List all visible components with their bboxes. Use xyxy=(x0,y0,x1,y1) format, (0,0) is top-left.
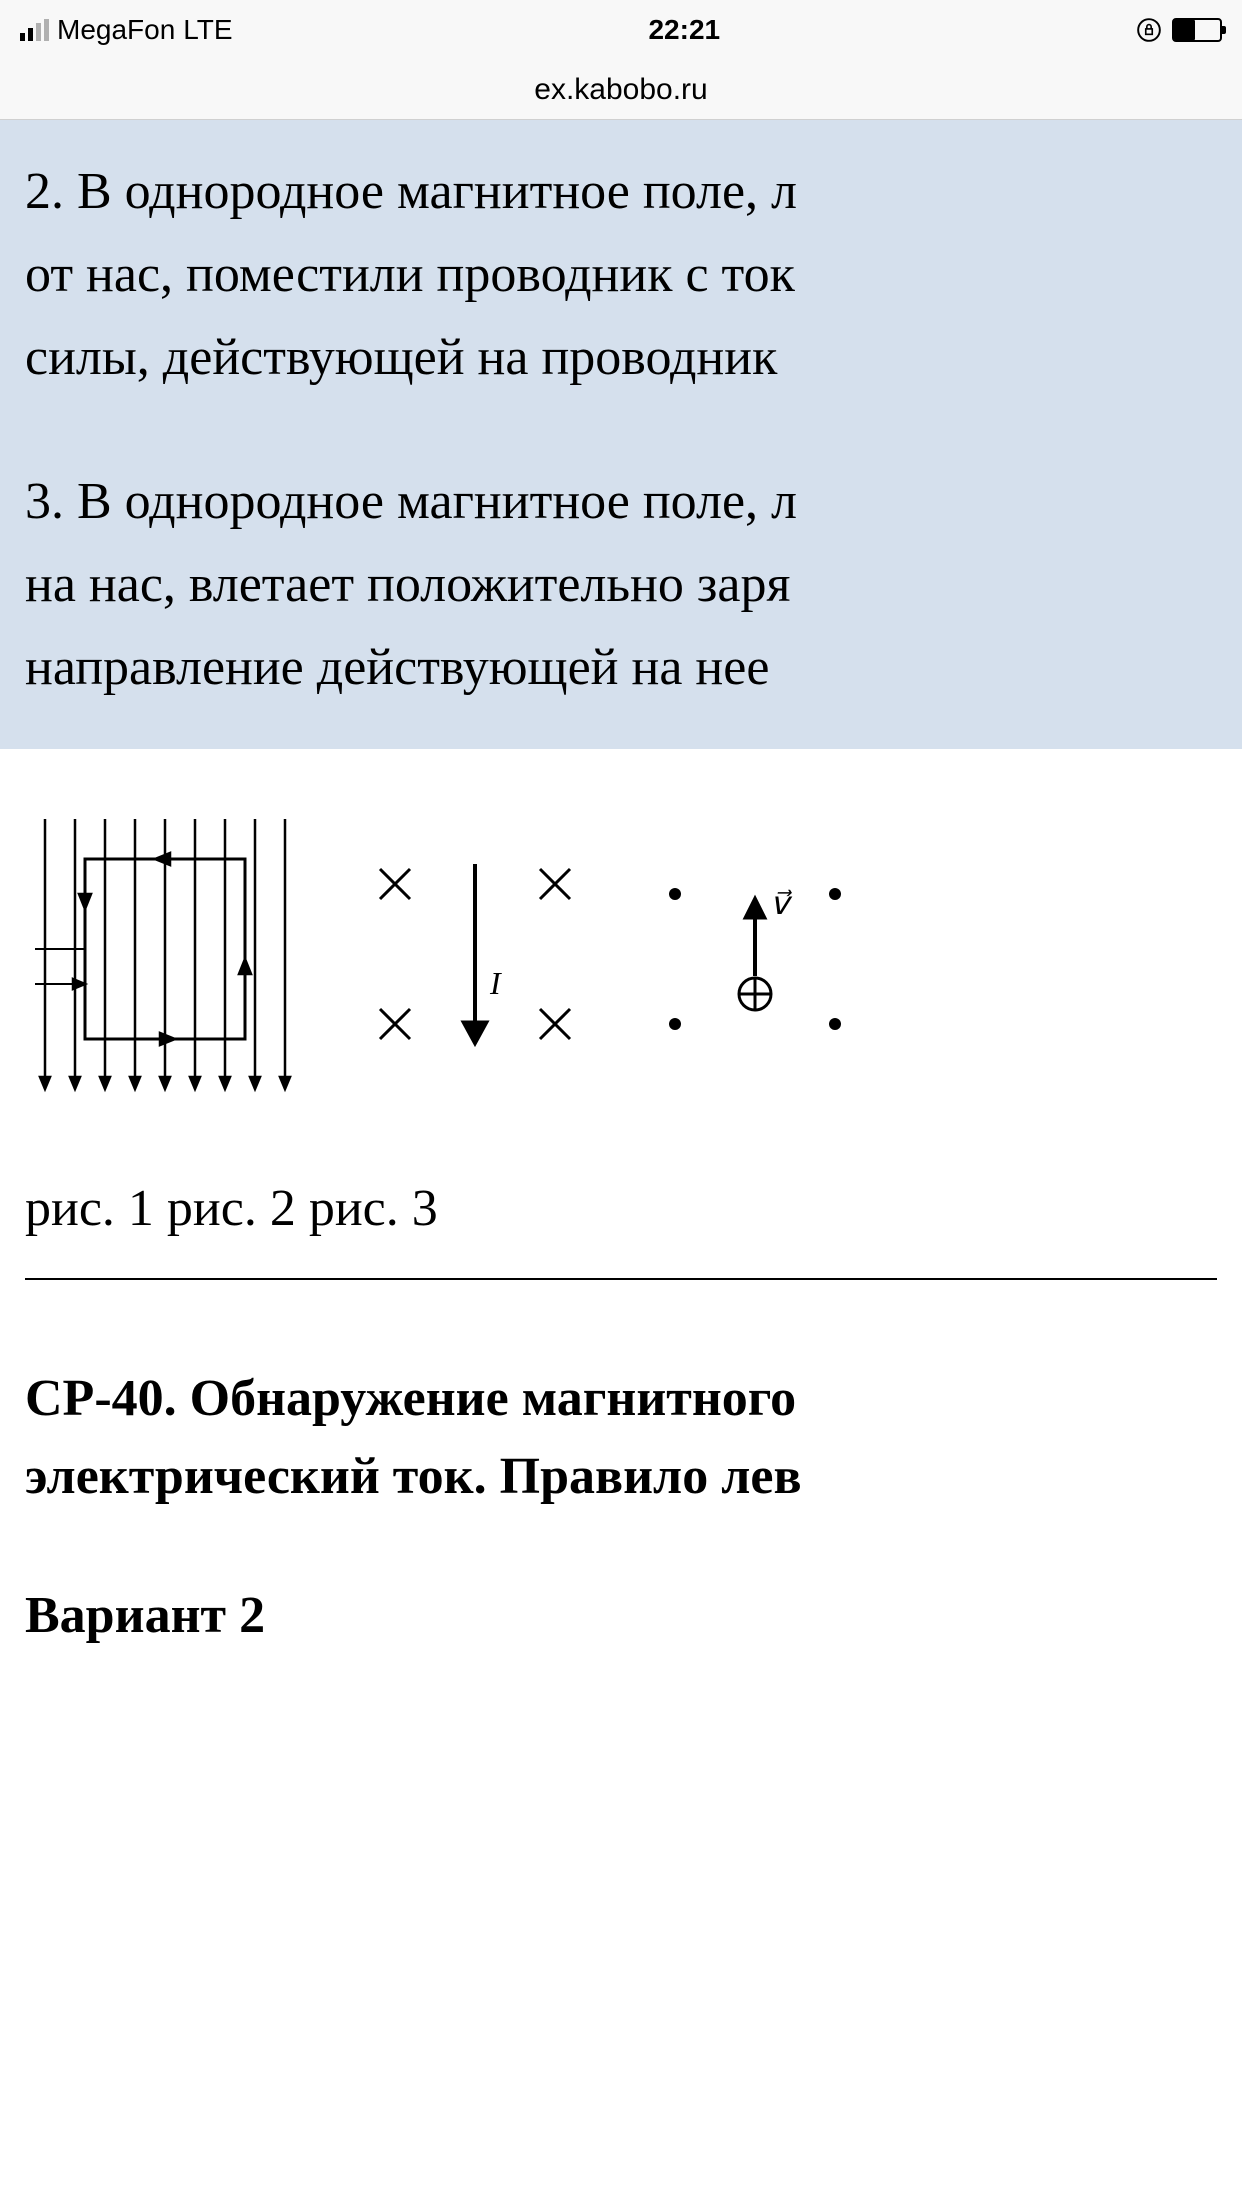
diagram-2: I xyxy=(355,844,595,1064)
heading-line: СР-40. Обнаружение магнитного xyxy=(25,1360,1217,1438)
url-text: ex.kabobo.ru xyxy=(534,73,707,107)
battery-icon xyxy=(1172,18,1222,42)
variant-heading: Вариант 2 xyxy=(25,1586,1217,1645)
text-line: направление действующей на нее xyxy=(25,626,1217,709)
status-right xyxy=(1136,17,1222,43)
carrier-label: MegaFon xyxy=(57,14,175,46)
problem-2-text: 2. В однородное магнитное поле, л от нас… xyxy=(25,150,1217,400)
heading-section: СР-40. Обнаружение магнитного электричес… xyxy=(0,1360,1242,1645)
text-line: 3. В однородное магнитное поле, л xyxy=(25,460,1217,543)
horizontal-separator xyxy=(25,1278,1217,1280)
problem-3-text: 3. В однородное магнитное поле, л на нас… xyxy=(25,460,1217,710)
clock: 22:21 xyxy=(233,14,1136,46)
rotation-lock-icon xyxy=(1136,17,1162,43)
text-line: от нас, поместили проводник с ток xyxy=(25,233,1217,316)
status-left: MegaFon LTE xyxy=(20,14,233,46)
diagrams-row: I xyxy=(25,809,1217,1099)
diagram-3: v⃗ xyxy=(645,854,865,1054)
status-bar: MegaFon LTE 22:21 xyxy=(0,0,1242,60)
page-content[interactable]: 2. В однородное магнитное поле, л от нас… xyxy=(0,120,1242,1645)
text-line: на нас, влетает положительно заря xyxy=(25,543,1217,626)
svg-text:v⃗: v⃗ xyxy=(770,885,793,921)
url-bar[interactable]: ex.kabobo.ru xyxy=(0,60,1242,120)
diagram-1 xyxy=(25,809,305,1099)
highlighted-text-block: 2. В однородное магнитное поле, л от нас… xyxy=(0,120,1242,749)
text-line: силы, действующей на проводник xyxy=(25,316,1217,399)
section-heading: СР-40. Обнаружение магнитного электричес… xyxy=(25,1360,1217,1516)
text-line: 2. В однородное магнитное поле, л xyxy=(25,150,1217,233)
network-label: LTE xyxy=(183,14,232,46)
diagrams-section: I xyxy=(0,749,1242,1360)
svg-text:I: I xyxy=(489,965,502,1001)
signal-icon xyxy=(20,19,49,41)
heading-line: электрический ток. Правило лев xyxy=(25,1438,1217,1516)
figure-caption: рис. 1 рис. 2 рис. 3 xyxy=(25,1179,1217,1238)
